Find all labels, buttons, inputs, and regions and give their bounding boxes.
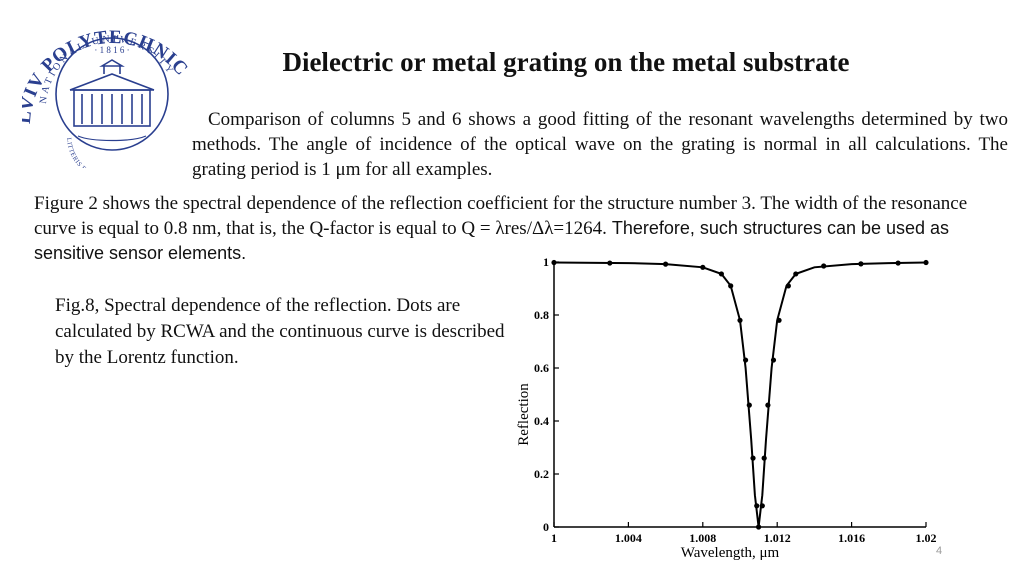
rcwa-data-point: [746, 402, 752, 408]
slide-title: Dielectric or metal grating on the metal…: [282, 47, 850, 77]
y-tick-label: 0.4: [534, 414, 549, 428]
x-tick-label: 1.016: [838, 531, 865, 545]
university-logo: NATIONAL UNIVERSITY LVIV POLYTECHNIC · 1…: [22, 27, 191, 168]
x-tick-label: 1.012: [764, 531, 791, 545]
rcwa-data-point: [785, 283, 791, 289]
rcwa-data-point: [756, 524, 762, 530]
rcwa-data-point: [750, 455, 756, 461]
rcwa-data-point: [728, 283, 734, 289]
rcwa-data-point: [754, 503, 760, 509]
sensor-conclusion-text: Therefore, such structures can be used a…: [34, 218, 950, 263]
intro-paragraph: Comparison of columns 5 and 6 shows a go…: [192, 109, 1008, 180]
figure-description-paragraph: Figure 2 shows the spectral dependence o…: [34, 191, 1014, 266]
y-axis-label: Reflection: [516, 383, 532, 446]
y-tick-label: 0: [543, 520, 549, 534]
rcwa-data-point: [765, 402, 771, 408]
rcwa-data-point: [821, 263, 827, 269]
rcwa-data-point: [776, 317, 782, 323]
x-tick-label: 1.004: [615, 531, 642, 545]
rcwa-data-point: [663, 261, 669, 267]
y-tick-label: 0.2: [534, 467, 549, 481]
figure-caption: Fig.8, Spectral dependence of the reflec…: [55, 295, 505, 368]
rcwa-data-point: [895, 260, 901, 266]
reflection-chart: 1 1.004 1.008 1.012 1.016 1.02 0 0.2 0.4 0.6 0.8 1 W…: [516, 255, 937, 561]
y-tick-label: 1: [543, 255, 549, 269]
rcwa-data-point: [700, 264, 706, 270]
page-number: 4: [936, 545, 943, 557]
x-tick-label: 1.008: [689, 531, 716, 545]
y-tick-label: 0.8: [534, 308, 549, 322]
lorentz-fit-line: [553, 261, 927, 528]
rcwa-data-point: [742, 357, 749, 363]
rcwa-data-point: [607, 260, 613, 266]
rcwa-data-point: [858, 261, 864, 267]
rcwa-data-point: [793, 271, 799, 277]
x-axis-label: Wavelength, μm: [681, 545, 780, 561]
figure-description-text: Figure 2 shows the spectral dependence o…: [34, 193, 968, 239]
rcwa-data-point: [551, 259, 557, 266]
x-tick-label: 1.02: [916, 531, 937, 545]
logo-motto-text: LITTERIS ET ARTIBUS: [65, 137, 120, 168]
rcwa-data-point: [770, 357, 777, 363]
rcwa-data-point: [718, 271, 724, 277]
logo-emblem-lines: [55, 37, 169, 151]
rcwa-data-point: [737, 317, 743, 323]
logo-year-text: · 1 8 1 6 ·: [94, 45, 129, 55]
x-tick-label: 1: [551, 531, 557, 545]
rcwa-data-point: [761, 455, 767, 461]
rcwa-data-point: [759, 503, 765, 509]
rcwa-data-point: [923, 259, 929, 266]
y-tick-label: 0.6: [534, 361, 549, 375]
